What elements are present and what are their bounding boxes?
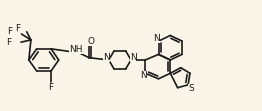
Text: F: F: [15, 24, 20, 33]
Text: S: S: [188, 84, 194, 93]
Text: NH: NH: [69, 45, 83, 54]
Text: O: O: [88, 37, 95, 46]
Text: N: N: [140, 71, 147, 80]
Text: N: N: [153, 34, 160, 43]
Text: N: N: [130, 53, 137, 62]
Text: N: N: [103, 53, 110, 62]
Text: F: F: [48, 82, 54, 92]
Text: F: F: [7, 27, 13, 36]
Text: F: F: [7, 38, 12, 47]
